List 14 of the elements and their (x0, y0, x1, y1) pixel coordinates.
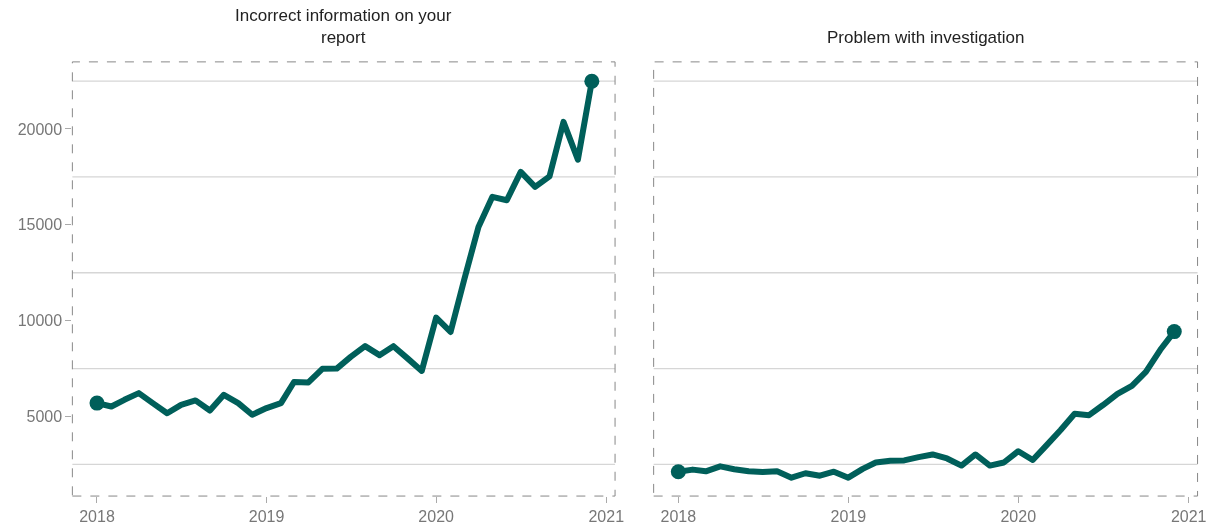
x-tick-label: 2020 (1000, 508, 1037, 525)
x-tick-label: 2019 (248, 508, 285, 525)
x-tick-label: 2020 (418, 508, 455, 525)
chart-title: Incorrect information on your report (235, 6, 452, 48)
y-tick-label: 10000 (17, 312, 63, 330)
x-tick-label: 2018 (660, 508, 697, 525)
x-tick-label: 2019 (830, 508, 867, 525)
chart-title: Problem with investigation (827, 28, 1025, 47)
y-tick-label: 20000 (17, 120, 63, 138)
x-tick-label: 2018 (79, 508, 115, 525)
x-tick-label: 2021 (1170, 508, 1207, 525)
y-tick-label: 5000 (26, 408, 63, 426)
y-tick-label: 15000 (17, 216, 63, 234)
x-tick-label: 2021 (588, 508, 625, 525)
